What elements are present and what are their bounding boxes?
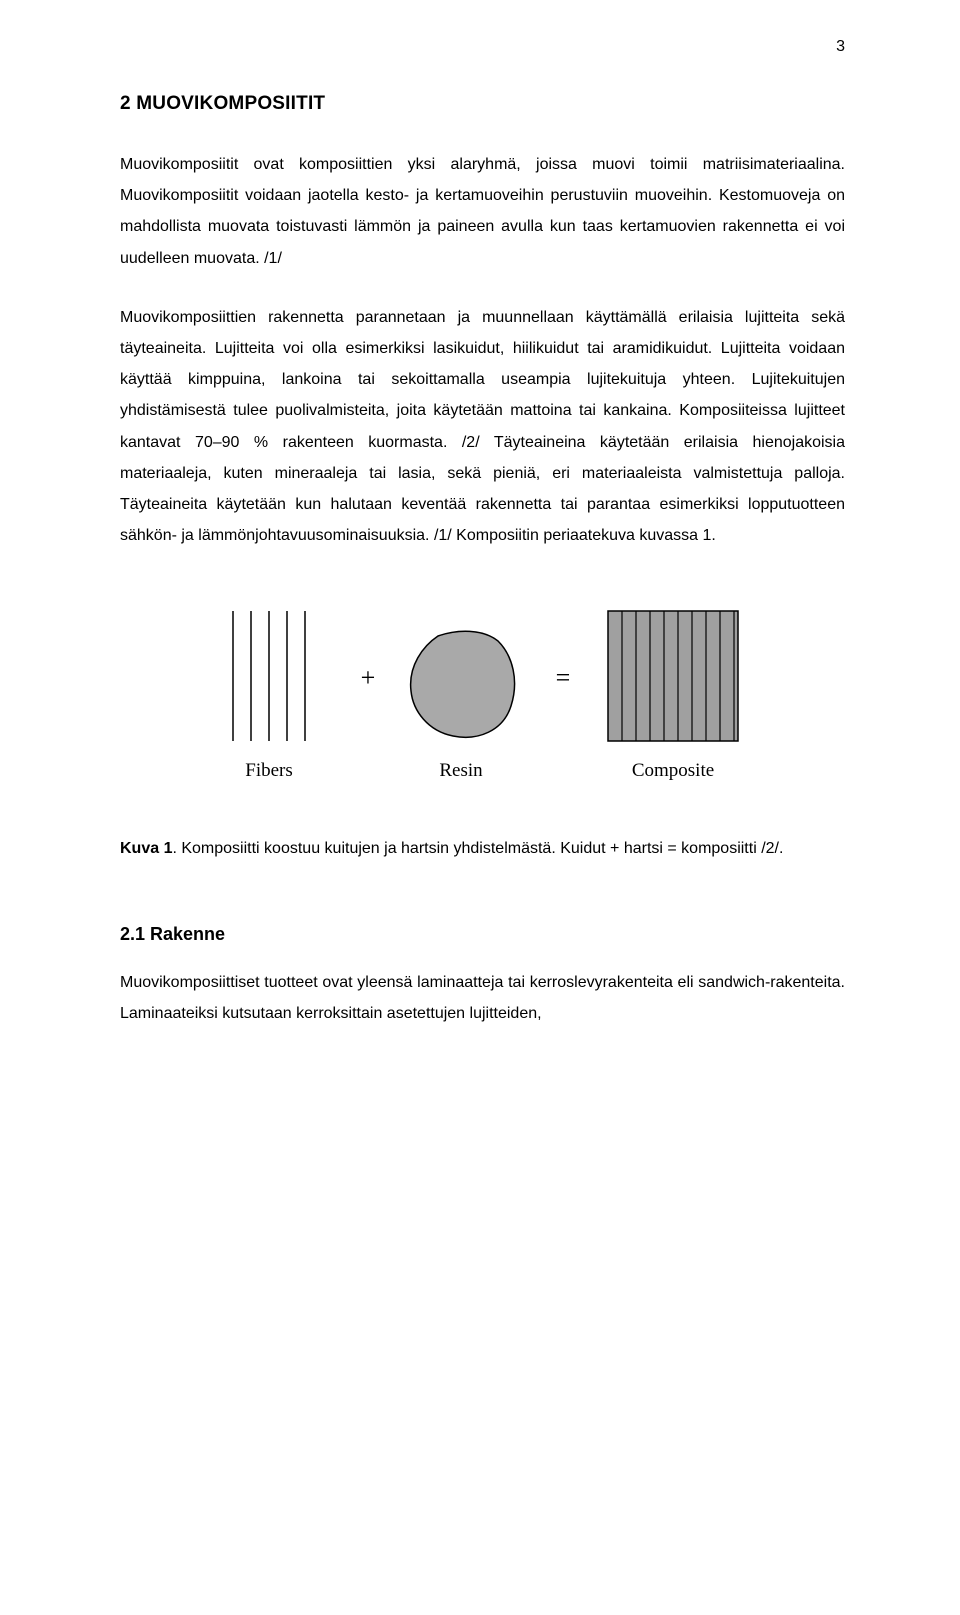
paragraph-1: Muovikomposiitit ovat komposiittien yksi…	[120, 149, 845, 274]
page-number: 3	[836, 38, 845, 56]
resin-label: Resin	[439, 760, 483, 781]
paragraph-2: Muovikomposiittien rakennetta parannetaa…	[120, 302, 845, 552]
fibers-icon	[233, 611, 305, 741]
section-heading: 2 MUOVIKOMPOSIITIT	[120, 93, 845, 115]
caption-label: Kuva 1	[120, 840, 172, 857]
caption-text: . Komposiitti koostuu kuitujen ja hartsi…	[172, 840, 783, 857]
equals-symbol: =	[555, 663, 570, 692]
paragraph-3: Muovikomposiittiset tuotteet ovat yleens…	[120, 967, 845, 1029]
figure-1: Fibers + Resin =	[120, 591, 845, 801]
composite-diagram: Fibers + Resin =	[203, 591, 763, 801]
composite-label: Composite	[631, 760, 713, 781]
composite-icon	[608, 611, 738, 741]
resin-icon	[410, 632, 514, 738]
fibers-label: Fibers	[245, 760, 293, 781]
plus-symbol: +	[360, 663, 375, 692]
figure-1-caption: Kuva 1. Komposiitti koostuu kuitujen ja …	[120, 835, 845, 864]
subsection-heading: 2.1 Rakenne	[120, 924, 845, 945]
page: 3 2 MUOVIKOMPOSIITIT Muovikomposiitit ov…	[0, 0, 960, 1615]
